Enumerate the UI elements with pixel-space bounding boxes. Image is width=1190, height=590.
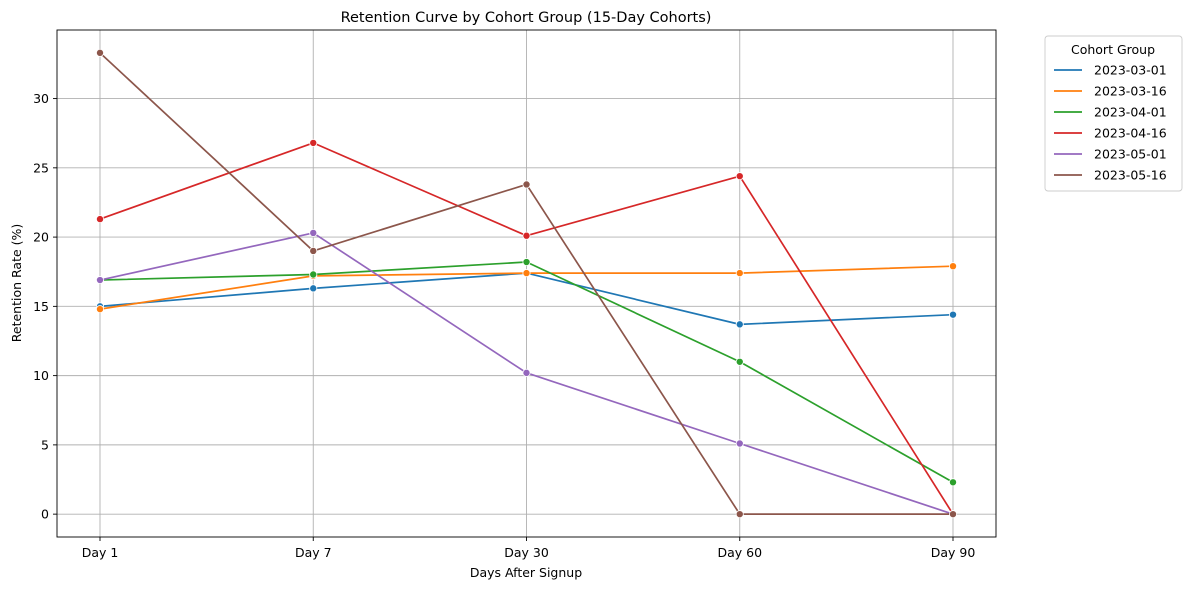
legend-item: 2023-03-16 [1054,84,1167,99]
legend-box [1044,35,1183,192]
data-point [949,510,958,519]
legend-title: Cohort Group [1071,42,1155,57]
grid-lines [57,30,996,537]
x-tick-label: Day 90 [931,545,976,560]
data-point [96,276,105,285]
x-axis-label: Days After Signup [470,565,582,580]
legend-item: 2023-04-01 [1054,105,1167,120]
chart-title: Retention Curve by Cohort Group (15-Day … [341,10,712,26]
data-point [522,231,531,240]
legend-label: 2023-03-16 [1094,84,1167,99]
x-tick-label: Day 7 [295,545,332,560]
legend-item: 2023-04-16 [1054,126,1167,141]
data-point [522,368,531,377]
data-point [309,228,318,237]
y-tick-label: 25 [33,160,49,175]
data-point [735,320,744,329]
data-point [309,270,318,279]
x-tick-label: Day 60 [717,545,762,560]
data-point [735,510,744,519]
y-tick-label: 0 [41,507,49,522]
data-point [309,138,318,147]
data-point [949,478,958,487]
legend: Cohort Group 2023-03-01 2023-03-16 2023-04… [1044,35,1183,192]
y-tick-label: 10 [33,368,49,383]
legend-label: 2023-04-01 [1094,105,1167,120]
data-point [735,269,744,278]
series-2023-05-01 [96,228,958,519]
y-tick-label: 15 [33,299,49,314]
legend-item: 2023-05-16 [1054,168,1167,183]
data-point [309,246,318,255]
x-axis-ticks: Day 1 Day 7 Day 30 Day 60 Day 90 [82,537,976,560]
legend-item: 2023-03-01 [1054,63,1167,78]
data-point [735,439,744,448]
data-point [96,305,105,314]
data-point [96,215,105,224]
y-axis-label: Retention Rate (%) [9,224,24,343]
legend-items: 2023-03-01 2023-03-16 2023-04-01 2023-04-16… [1054,63,1167,183]
y-axis-ticks: 0 5 10 15 20 25 30 [33,91,57,522]
y-tick-label: 30 [33,91,49,106]
series-lines [96,48,958,519]
series-2023-05-16 [96,48,958,519]
data-point [949,262,958,271]
legend-item: 2023-05-01 [1054,147,1167,162]
data-point [735,357,744,366]
data-point [735,172,744,181]
y-tick-label: 20 [33,230,49,245]
legend-label: 2023-05-16 [1094,168,1167,183]
data-point [309,284,318,293]
data-point [96,48,105,57]
legend-label: 2023-04-16 [1094,126,1167,141]
x-tick-label: Day 30 [504,545,549,560]
data-point [522,258,531,267]
data-point [522,180,531,189]
legend-label: 2023-03-01 [1094,63,1167,78]
x-tick-label: Day 1 [82,545,119,560]
data-point [522,269,531,278]
y-tick-label: 5 [41,437,49,452]
data-point [949,310,958,319]
legend-label: 2023-05-01 [1094,147,1167,162]
